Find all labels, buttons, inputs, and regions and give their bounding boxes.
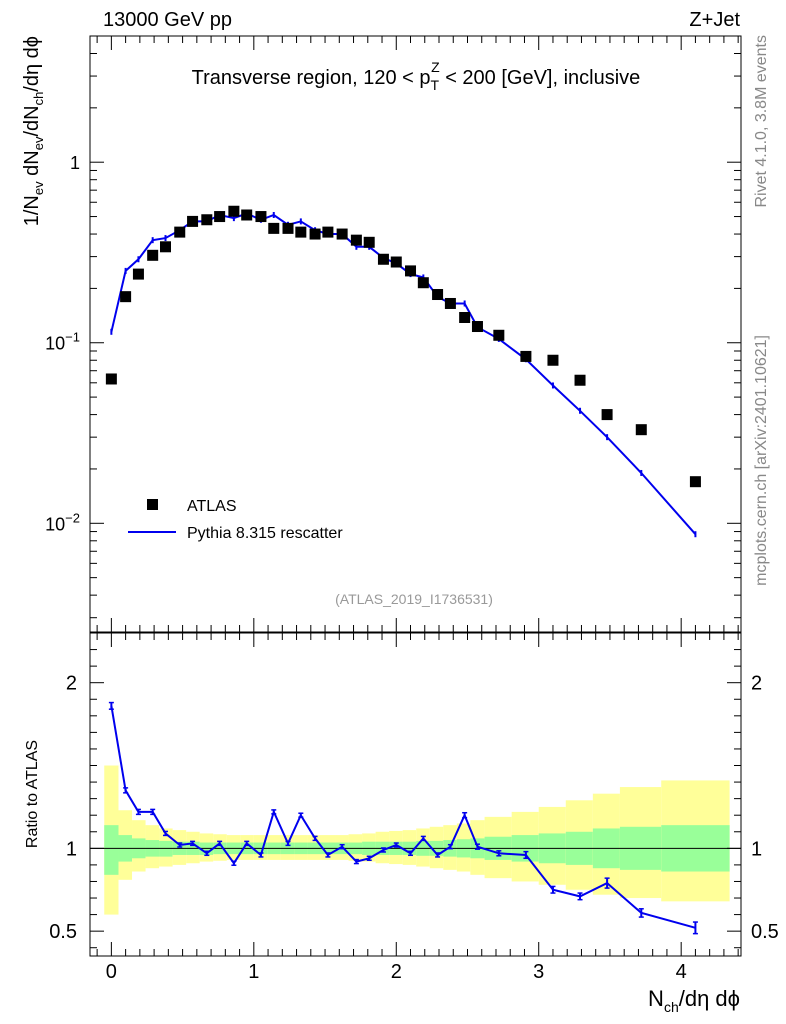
data-marker bbox=[187, 215, 199, 227]
main-title-pre: Transverse region, 120 < p bbox=[192, 67, 431, 89]
x-tick-label: 2 bbox=[391, 961, 402, 983]
data-marker bbox=[432, 289, 444, 301]
data-marker-group bbox=[105, 205, 701, 488]
ratio-tick-labels: 0.5 0.5 1 1 2 2 0 1 2 3 4 bbox=[49, 673, 779, 983]
x-tick-label: 4 bbox=[676, 961, 687, 983]
main-tick-labels: 10−210−11 bbox=[45, 153, 80, 534]
ratio-y-tick-label-left: 1 bbox=[66, 838, 77, 860]
y-tick-label-exp: −1 bbox=[65, 330, 80, 345]
ratio-curve-group bbox=[108, 701, 698, 935]
uncertainty-band-inner bbox=[104, 825, 119, 875]
data-marker bbox=[520, 350, 532, 362]
data-marker bbox=[214, 211, 226, 223]
legend-mc-label: Pythia 8.315 rescatter bbox=[187, 525, 343, 542]
data-marker bbox=[350, 234, 362, 246]
data-marker bbox=[282, 222, 294, 234]
ratio-panel-frame bbox=[89, 632, 742, 957]
main-ticks bbox=[90, 35, 741, 632]
data-marker bbox=[417, 277, 429, 289]
data-marker bbox=[390, 256, 402, 268]
main-title-post: < 200 [GeV], inclusive bbox=[440, 67, 641, 89]
data-marker bbox=[405, 265, 417, 277]
ratio-y-tick-label-right: 2 bbox=[751, 673, 762, 695]
y-tick-label: 10−1 bbox=[45, 330, 80, 354]
data-marker bbox=[105, 373, 117, 385]
data-marker bbox=[120, 291, 132, 303]
ratio-y-tick-label-left: 0.5 bbox=[49, 921, 77, 943]
side-mcplots-label: mcplots.cern.ch [arXiv:2401.10621] bbox=[753, 335, 770, 586]
legend-atlas-marker bbox=[147, 499, 158, 510]
x-tick-label: 0 bbox=[106, 961, 117, 983]
data-marker bbox=[635, 424, 647, 436]
data-marker bbox=[363, 236, 375, 248]
ratio-y-tick-label-left: 2 bbox=[66, 673, 77, 695]
main-title-sup: Z bbox=[431, 59, 440, 75]
mc-curve-group bbox=[110, 210, 697, 538]
legend-atlas-label: ATLAS bbox=[187, 498, 237, 515]
data-marker bbox=[174, 226, 186, 238]
data-marker bbox=[336, 228, 348, 240]
main-panel: 10−210−11 Transverse region, 120 < pTZ <… bbox=[21, 35, 742, 633]
ratio-panel: 0.5 0.5 1 1 2 2 0 1 2 3 4 Ratio to ATLAS Nch/dη dϕ bbox=[24, 632, 779, 1015]
data-marker bbox=[377, 253, 389, 265]
data-marker bbox=[574, 374, 586, 386]
y-tick-label-base: 1 bbox=[70, 153, 80, 173]
main-title: Transverse region, 120 < pTZ < 200 [GeV]… bbox=[192, 59, 641, 93]
data-marker bbox=[295, 226, 307, 238]
ratio-y-label: Ratio to ATLAS bbox=[24, 740, 41, 848]
x-label-base: N bbox=[648, 986, 664, 1011]
y-tick-label-exp: −2 bbox=[65, 510, 80, 525]
ratio-x-label: Nch/dη dϕ bbox=[648, 986, 740, 1015]
side-rivet-label: Rivet 4.1.0, 3.8M events bbox=[753, 35, 770, 208]
data-marker bbox=[547, 354, 559, 366]
ratio-ticks bbox=[90, 632, 741, 956]
y-tick-label: 1 bbox=[70, 153, 80, 173]
data-marker bbox=[689, 476, 701, 488]
data-marker bbox=[493, 329, 505, 341]
ratio-y-tick-label-right: 1 bbox=[751, 838, 762, 860]
x-label-sub: ch bbox=[664, 999, 679, 1015]
header-energy-label: 13000 GeV pp bbox=[103, 9, 232, 31]
data-marker bbox=[268, 222, 280, 234]
data-marker bbox=[444, 297, 456, 309]
x-tick-label: 3 bbox=[533, 961, 544, 983]
data-marker bbox=[132, 268, 144, 280]
data-marker bbox=[471, 321, 483, 333]
x-tick-label: 1 bbox=[248, 961, 259, 983]
data-marker bbox=[322, 226, 334, 238]
data-marker bbox=[228, 205, 240, 217]
main-panel-frame bbox=[89, 35, 742, 633]
y-tick-label-base: 10 bbox=[45, 334, 65, 354]
mc-line bbox=[110, 212, 697, 535]
ratio-y-tick-label-right: 0.5 bbox=[751, 921, 779, 943]
data-marker bbox=[309, 228, 321, 240]
analysis-label: (ATLAS_2019_I1736531) bbox=[335, 591, 493, 607]
data-marker bbox=[255, 211, 267, 223]
y-tick-label-base: 10 bbox=[45, 514, 65, 534]
data-marker bbox=[159, 241, 171, 253]
y-tick-label: 10−2 bbox=[45, 510, 80, 534]
header-process-label: Z+Jet bbox=[689, 9, 740, 31]
main-title-sub: T bbox=[431, 77, 440, 93]
ratio-bands bbox=[104, 765, 730, 915]
data-marker bbox=[241, 209, 253, 221]
data-marker bbox=[201, 214, 213, 226]
data-marker bbox=[459, 311, 471, 323]
main-y-label: 1/Nev dNev/dNch/dη dϕ bbox=[21, 36, 46, 226]
data-marker bbox=[147, 249, 159, 261]
data-marker bbox=[601, 409, 613, 421]
x-label-rest: /dη dϕ bbox=[679, 986, 740, 1011]
